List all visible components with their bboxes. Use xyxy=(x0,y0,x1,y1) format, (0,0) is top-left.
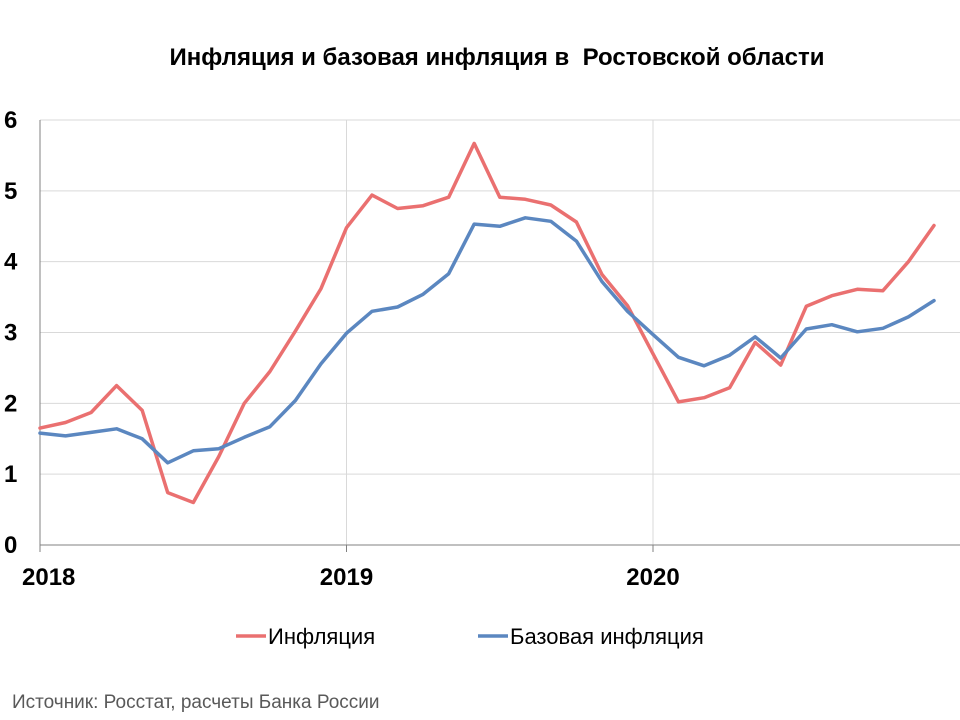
axes xyxy=(39,120,960,552)
tick-labels: 0 1 2 3 4 5 6 2018 2019 2020 xyxy=(4,107,680,591)
y-tick-label: 1 xyxy=(4,461,17,488)
gridlines xyxy=(40,119,960,545)
series-line-inflation xyxy=(38,141,936,505)
x-tick-label: 2020 xyxy=(626,564,679,591)
legend: Инфляция Базовая инфляция xyxy=(236,624,704,649)
y-tick-label: 3 xyxy=(4,320,17,347)
source-note: Источник: Росстат, расчеты Банка России xyxy=(12,692,380,713)
chart-title: Инфляция и базовая инфляция в Ростовской… xyxy=(169,44,825,71)
y-tick-label: 0 xyxy=(4,532,17,559)
series-lines xyxy=(38,141,936,505)
x-tick-label: 2018 xyxy=(22,564,75,591)
series-line-core-inflation xyxy=(38,216,936,465)
y-tick-label: 6 xyxy=(4,107,17,134)
legend-label-inflation: Инфляция xyxy=(268,624,375,649)
x-tick-label: 2019 xyxy=(320,564,373,591)
y-tick-label: 2 xyxy=(4,390,17,417)
legend-label-core-inflation: Базовая инфляция xyxy=(510,624,704,649)
y-tick-label: 4 xyxy=(4,249,18,276)
y-tick-label: 5 xyxy=(4,178,17,205)
